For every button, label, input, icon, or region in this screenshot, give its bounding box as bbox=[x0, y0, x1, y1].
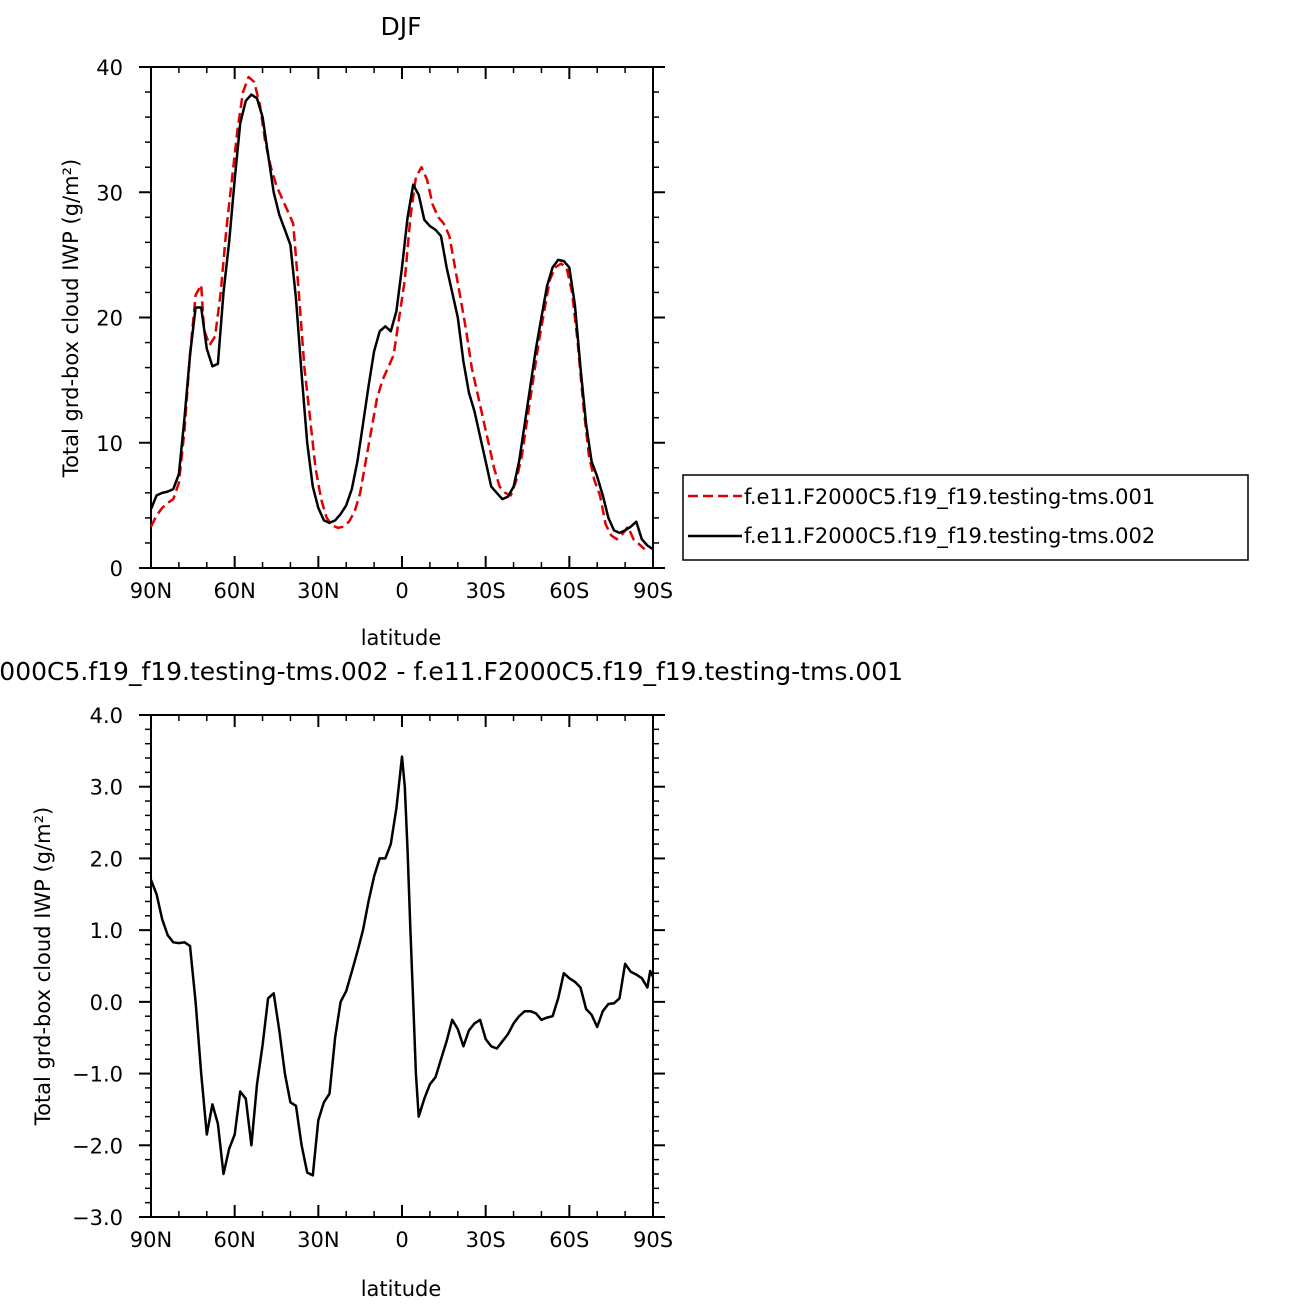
y-tick-label: −2.0 bbox=[72, 1134, 123, 1158]
x-tick-label: 30N bbox=[297, 1228, 339, 1252]
y-tick-label: 4.0 bbox=[90, 704, 123, 728]
bottom-chart-y-axis-label: Total grd-box cloud IWP (g/m²) bbox=[31, 807, 55, 1126]
x-tick-label: 90N bbox=[130, 1228, 172, 1252]
x-tick-label: 90S bbox=[633, 579, 673, 603]
y-tick-label: 30 bbox=[96, 181, 123, 205]
legend: f.e11.F2000C5.f19_f19.testing-tms.001 f.… bbox=[682, 474, 1249, 561]
x-tick-label: 60S bbox=[549, 1228, 589, 1252]
series-line-2 bbox=[149, 93, 654, 551]
bottom-chart-lines bbox=[149, 755, 655, 1177]
bottom-chart-plot-frame bbox=[150, 714, 654, 1218]
top-chart-plot-frame bbox=[150, 66, 654, 569]
y-tick-label: 0 bbox=[110, 557, 123, 581]
bottom-chart-tick-labels: 90N 60N 30N 0 30S 60S 90S −3.0 −2.0 −1.0 0.0 1.0 2.0… bbox=[72, 704, 673, 1252]
top-chart-y-axis-label: Total grd-box cloud IWP (g/m²) bbox=[59, 159, 83, 478]
series-line-1 bbox=[149, 75, 646, 551]
bottom-chart: f.e11.F2000C5.f19_f19.testing-tms.002 - … bbox=[0, 657, 903, 1301]
x-tick-label: 30S bbox=[466, 579, 506, 603]
top-chart: DJF 90N 60N 30N 0 30S 60S 90S 0 10 20 30 40 latitud… bbox=[59, 12, 1249, 650]
y-tick-label: 20 bbox=[96, 307, 123, 331]
series-line-1 bbox=[149, 755, 655, 1177]
legend-label-series-1: f.e11.F2000C5.f19_f19.testing-tms.001 bbox=[744, 485, 1155, 510]
bottom-chart-title: f.e11.F2000C5.f19_f19.testing-tms.002 - … bbox=[0, 657, 903, 686]
top-chart-tick-labels: 90N 60N 30N 0 30S 60S 90S 0 10 20 30 40 bbox=[96, 56, 673, 603]
bottom-chart-x-axis-label: latitude bbox=[361, 1277, 442, 1301]
top-chart-ticks bbox=[139, 66, 665, 569]
y-tick-label: 40 bbox=[96, 56, 123, 80]
y-tick-label: 0.0 bbox=[90, 991, 123, 1015]
y-tick-label: 3.0 bbox=[90, 776, 123, 800]
x-tick-label: 30S bbox=[466, 1228, 506, 1252]
top-chart-title: DJF bbox=[380, 12, 421, 41]
y-tick-label: 1.0 bbox=[90, 919, 123, 943]
y-tick-label: −3.0 bbox=[72, 1206, 123, 1230]
x-tick-label: 0 bbox=[395, 579, 408, 603]
legend-label-series-2: f.e11.F2000C5.f19_f19.testing-tms.002 bbox=[744, 524, 1155, 549]
x-tick-label: 60N bbox=[213, 579, 255, 603]
y-tick-label: −1.0 bbox=[72, 1063, 123, 1087]
x-tick-label: 90N bbox=[130, 579, 172, 603]
top-chart-x-axis-label: latitude bbox=[361, 626, 442, 650]
legend-box bbox=[682, 474, 1249, 561]
bottom-chart-ticks bbox=[139, 714, 665, 1218]
x-tick-label: 90S bbox=[633, 1228, 673, 1252]
y-tick-label: 10 bbox=[96, 432, 123, 456]
x-tick-label: 30N bbox=[297, 579, 339, 603]
x-tick-label: 60N bbox=[213, 1228, 255, 1252]
top-chart-lines bbox=[149, 75, 654, 551]
x-tick-label: 0 bbox=[395, 1228, 408, 1252]
x-tick-label: 60S bbox=[549, 579, 589, 603]
y-tick-label: 2.0 bbox=[90, 847, 123, 871]
